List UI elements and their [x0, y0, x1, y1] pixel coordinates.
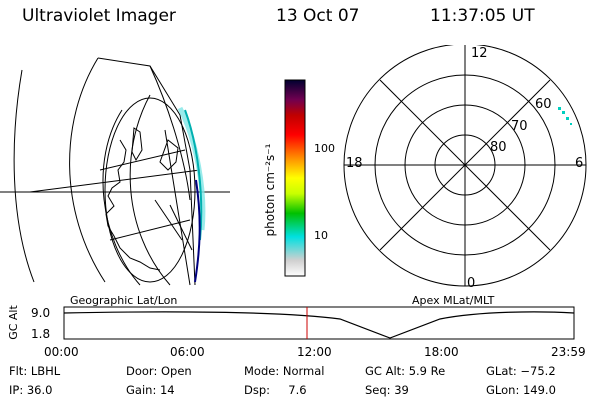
mlt-label-18: 18 [346, 156, 363, 171]
status-gc-alt: GC Alt: 5.9 Re [365, 364, 446, 378]
time-tick-24: 23:59 [551, 345, 586, 359]
time-tick-0: 00:00 [44, 345, 79, 359]
color-bar [284, 79, 306, 277]
status-door: Door: Open [126, 364, 192, 378]
altitude-ytick-1.8: 1.8 [31, 327, 51, 341]
title: Ultraviolet Imager [22, 6, 176, 26]
colorbar-unit-label: photon cm⁻²s⁻¹ [263, 143, 277, 237]
status-flt: Flt: LBHL [9, 364, 61, 378]
mlt-label-12: 12 [471, 46, 488, 61]
time-tick-6: 06:00 [170, 345, 205, 359]
status-mode: Mode: Normal [244, 364, 325, 378]
altitude-ytick-9: 9.0 [31, 306, 51, 320]
geographic-map [0, 57, 230, 286]
mlat-label-70: 70 [511, 119, 528, 134]
mlt-label-6: 6 [575, 156, 584, 171]
colorbar-tick-100: 100 [314, 142, 335, 155]
colorbar-tick-10: 10 [314, 229, 328, 242]
altitude-plot [63, 306, 575, 340]
status-gain: Gain: 14 [126, 383, 175, 397]
altitude-ylabel: GC Alt [6, 305, 20, 340]
status-glat: GLat: −75.2 [486, 364, 556, 378]
status-dsp: Dsp: 7.6 [244, 383, 307, 397]
mlat-label-80: 80 [490, 140, 507, 155]
time-tick-18: 18:00 [424, 345, 459, 359]
date: 13 Oct 07 [276, 6, 360, 26]
status-seq: Seq: 39 [365, 383, 409, 397]
time-tick-12: 12:00 [297, 345, 332, 359]
time: 11:37:05 UT [430, 6, 535, 26]
apex-polar-map [343, 45, 587, 287]
apex-map-label: Apex MLat/MLT [412, 294, 495, 307]
geographic-map-label: Geographic Lat/Lon [70, 294, 178, 307]
status-glon: GLon: 149.0 [486, 383, 556, 397]
mlat-label-60: 60 [535, 97, 552, 112]
status-ip: IP: 36.0 [9, 383, 53, 397]
mlt-label-0: 0 [467, 276, 476, 291]
